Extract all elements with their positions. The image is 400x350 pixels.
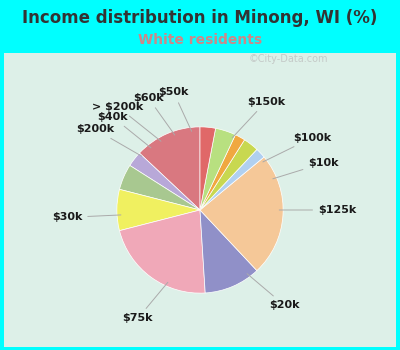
Text: $150k: $150k: [232, 97, 285, 138]
Text: $60k: $60k: [133, 93, 175, 135]
Text: $40k: $40k: [97, 112, 151, 148]
Wedge shape: [200, 135, 244, 210]
Text: $200k: $200k: [76, 124, 142, 156]
Wedge shape: [200, 128, 235, 210]
Wedge shape: [200, 157, 283, 271]
Wedge shape: [117, 189, 200, 231]
Text: Income distribution in Minong, WI (%): Income distribution in Minong, WI (%): [22, 9, 378, 27]
Wedge shape: [200, 210, 257, 293]
Text: ©City-Data.com: ©City-Data.com: [248, 55, 328, 64]
Text: $50k: $50k: [158, 88, 192, 131]
Text: $125k: $125k: [279, 205, 356, 215]
Text: > $200k: > $200k: [92, 102, 161, 141]
Text: $30k: $30k: [52, 212, 121, 222]
Wedge shape: [200, 127, 216, 210]
Wedge shape: [140, 127, 200, 210]
FancyBboxPatch shape: [4, 52, 396, 346]
Wedge shape: [200, 149, 264, 210]
Text: $100k: $100k: [263, 133, 331, 162]
Wedge shape: [120, 166, 200, 210]
Text: $10k: $10k: [273, 158, 339, 179]
Wedge shape: [130, 153, 200, 210]
Wedge shape: [120, 210, 205, 293]
Text: $75k: $75k: [123, 282, 168, 323]
Wedge shape: [200, 140, 257, 210]
Text: $20k: $20k: [247, 274, 300, 310]
Text: White residents: White residents: [138, 33, 262, 47]
